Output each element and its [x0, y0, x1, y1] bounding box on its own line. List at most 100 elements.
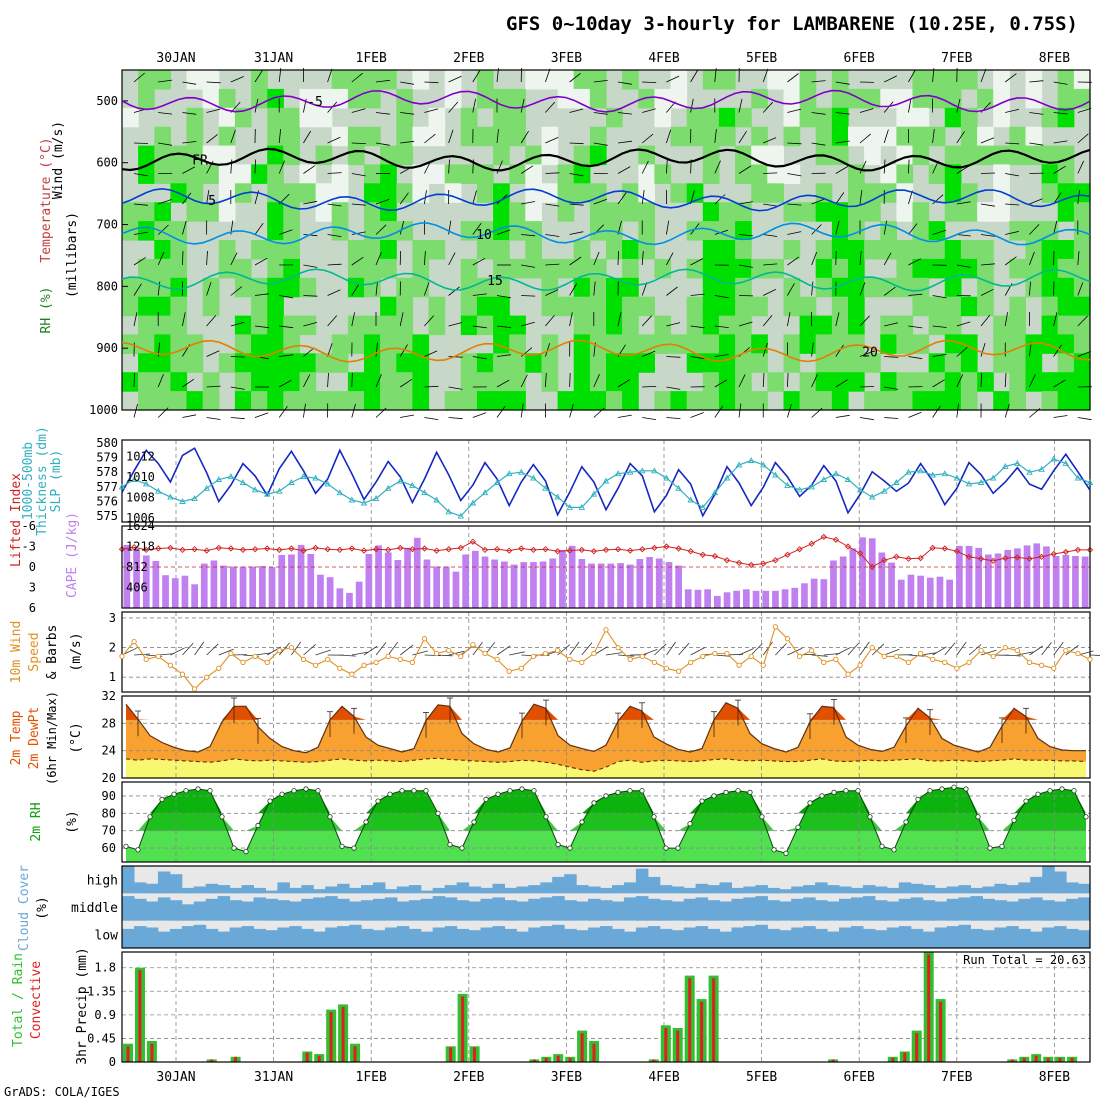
temp-area: [126, 702, 1086, 778]
wind-barb: [1053, 312, 1058, 327]
wind-barb: [1029, 342, 1032, 357]
wind-barb: [1004, 372, 1007, 388]
wind-barb: [811, 142, 826, 146]
precip-convective-bar: [676, 1030, 680, 1062]
wind-speed-point: [579, 659, 585, 666]
rh-cell: [622, 202, 639, 222]
wind-barb: [351, 651, 368, 656]
rh-cell: [1025, 221, 1043, 241]
cloud-bar: [576, 901, 589, 921]
rh-cell: [928, 353, 946, 373]
rh-cell: [557, 391, 575, 411]
wind-barb: [980, 137, 995, 144]
cape-bar: [462, 554, 469, 608]
cape-bar: [191, 584, 198, 608]
cloud-bar: [241, 901, 254, 921]
cloud-bar: [1018, 928, 1031, 948]
wind-barb: [666, 101, 676, 113]
wind-barb: [569, 203, 584, 206]
cape-bar: [956, 545, 963, 608]
wind-barb: [1053, 641, 1064, 656]
rh-cell: [880, 126, 897, 147]
wind-barb: [134, 653, 151, 656]
cape-bar: [549, 558, 557, 608]
rh-cell: [154, 164, 171, 184]
wind-barb: [666, 220, 670, 235]
rh-cell: [283, 202, 300, 222]
cape-bar: [355, 581, 363, 608]
rh-cell: [444, 164, 462, 184]
rh-cell: [880, 88, 897, 109]
lifted-index-point: [336, 546, 343, 554]
wind-barb: [980, 263, 995, 266]
wind-barb: [182, 378, 195, 388]
thickness-point: [409, 481, 416, 488]
wind-speed-point: [809, 647, 815, 654]
rh-cell: [460, 372, 478, 392]
rh-cell: [267, 315, 284, 336]
rh-cell: [202, 88, 220, 109]
rh-cell: [412, 372, 430, 392]
wind-barb: [956, 201, 971, 205]
rh-cell: [154, 296, 171, 317]
cape-bar: [578, 559, 586, 608]
wind-barb: [1005, 142, 1020, 145]
cloud-bar: [946, 886, 960, 894]
top-date-label: 8FEB: [1039, 51, 1070, 66]
wind-barb: [569, 312, 573, 327]
rh-cell: [186, 202, 204, 222]
rh-cell: [1073, 183, 1091, 203]
wind-barb: [569, 256, 582, 266]
wind-barb: [182, 414, 197, 418]
cloud-bar: [791, 898, 804, 921]
rh-point: [951, 784, 957, 790]
wind-barb: [1053, 81, 1068, 85]
rh-cell: [493, 277, 510, 298]
wind-barb: [944, 642, 956, 656]
wind-barb: [424, 315, 434, 327]
rh-cell: [702, 126, 720, 147]
rh-cell: [735, 391, 752, 411]
cape-bar: [636, 559, 644, 608]
thickness-point: [542, 484, 549, 491]
rh-cell: [380, 202, 397, 222]
rh-cell: [234, 164, 252, 184]
rh-cell: [702, 315, 720, 336]
thickness-point: [941, 470, 949, 477]
thickness-point: [699, 503, 707, 510]
rh-point: [195, 786, 201, 792]
cloud-bar: [1066, 928, 1079, 948]
wind-barb: [932, 194, 944, 205]
thickness-point: [735, 461, 743, 468]
wind-barb: [472, 98, 476, 113]
rh-cell: [1057, 372, 1075, 392]
cloud-bar: [265, 930, 278, 948]
rh-cell: [251, 240, 268, 260]
wind-barb: [859, 108, 874, 113]
rh-cell: [396, 372, 413, 392]
rh-cell: [815, 372, 833, 392]
cape-tick-label: 1218: [126, 540, 155, 554]
cloud-bar: [456, 882, 470, 894]
rh-cell: [944, 258, 962, 279]
rh-cell: [493, 372, 510, 392]
wind-barb: [569, 283, 578, 296]
wind-barb: [775, 643, 787, 656]
cape-bar: [230, 566, 237, 608]
wind-speed-point: [518, 665, 524, 671]
cloud-bar: [1018, 898, 1031, 921]
cape-bar: [1023, 545, 1031, 608]
rh-cell: [573, 277, 591, 298]
rh-cell: [364, 277, 381, 298]
cloud-bar: [492, 926, 505, 948]
thickness-point: [251, 486, 259, 493]
thickness-point: [687, 496, 694, 503]
cloud-bar: [576, 930, 589, 948]
rh-cell: [960, 353, 978, 373]
rh-point: [447, 841, 453, 848]
wind-barb: [762, 314, 773, 327]
rh-cell: [493, 315, 510, 336]
wind-barb: [472, 293, 487, 296]
lifted-index-point: [784, 551, 791, 558]
